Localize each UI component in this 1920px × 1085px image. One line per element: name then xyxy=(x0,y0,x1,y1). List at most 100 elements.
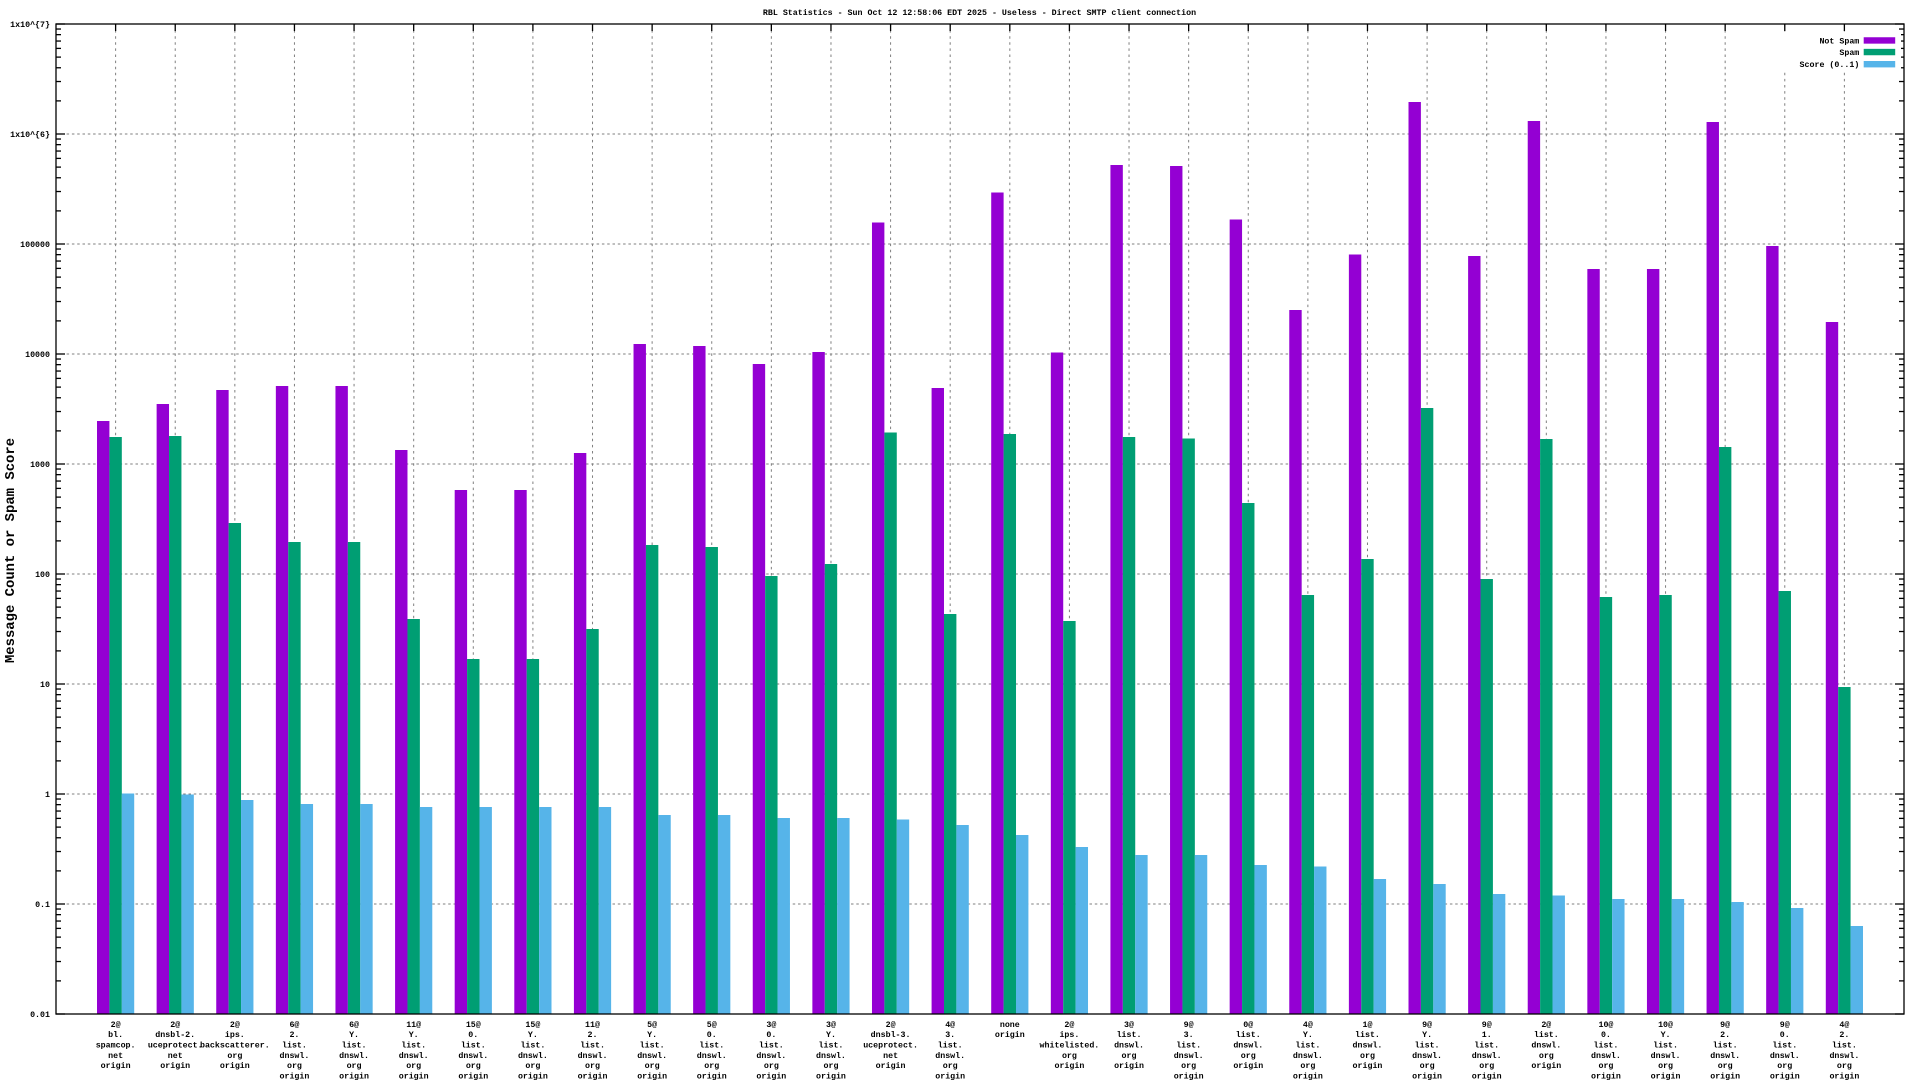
svg-text:3@: 3@ xyxy=(1124,1020,1134,1030)
svg-text:dnswl.: dnswl. xyxy=(1531,1041,1561,1051)
svg-text:dnswl.: dnswl. xyxy=(756,1051,786,1061)
svg-text:Y.: Y. xyxy=(826,1031,836,1040)
svg-text:11@: 11@ xyxy=(406,1020,421,1030)
svg-text:list.: list. xyxy=(401,1041,426,1051)
svg-text:0.: 0. xyxy=(707,1031,717,1040)
svg-text:1x10^{7}: 1x10^{7} xyxy=(10,20,50,30)
svg-text:net: net xyxy=(168,1052,183,1061)
svg-text:origin: origin xyxy=(1591,1072,1621,1080)
svg-text:10@: 10@ xyxy=(1658,1020,1673,1030)
svg-text:2@: 2@ xyxy=(1064,1020,1074,1030)
svg-text:origin: origin xyxy=(935,1072,965,1080)
svg-text:dnswl.: dnswl. xyxy=(935,1051,965,1061)
svg-text:list.: list. xyxy=(699,1041,724,1051)
svg-text:org: org xyxy=(1300,1062,1315,1071)
svg-text:list.: list. xyxy=(819,1041,844,1051)
svg-text:2.: 2. xyxy=(289,1031,299,1040)
svg-text:dnswl.: dnswl. xyxy=(578,1051,608,1061)
svg-text:Y.: Y. xyxy=(1422,1031,1432,1040)
svg-text:origin: origin xyxy=(1233,1061,1263,1071)
svg-text:1: 1 xyxy=(45,791,50,800)
svg-text:9@: 9@ xyxy=(1184,1020,1194,1030)
svg-text:dnswl.: dnswl. xyxy=(1353,1041,1383,1051)
svg-text:org: org xyxy=(645,1062,660,1071)
svg-text:dnswl.: dnswl. xyxy=(1591,1051,1621,1061)
svg-text:uceprotect.: uceprotect. xyxy=(148,1042,203,1051)
svg-text:list.: list. xyxy=(1653,1041,1678,1051)
svg-text:origin: origin xyxy=(1054,1061,1084,1071)
svg-text:2@: 2@ xyxy=(230,1020,240,1030)
svg-text:dnswl.: dnswl. xyxy=(1829,1051,1859,1061)
svg-text:dnswl.: dnswl. xyxy=(1293,1051,1323,1061)
svg-text:1000: 1000 xyxy=(30,461,50,470)
svg-text:org: org xyxy=(1420,1062,1435,1071)
svg-text:org: org xyxy=(1360,1052,1375,1061)
svg-text:dnswl.: dnswl. xyxy=(1651,1051,1681,1061)
svg-text:org: org xyxy=(824,1062,839,1071)
svg-text:backscatterer.: backscatterer. xyxy=(200,1041,270,1051)
svg-text:list.: list. xyxy=(1295,1041,1320,1051)
svg-text:9@: 9@ xyxy=(1422,1020,1432,1030)
svg-text:origin: origin xyxy=(1412,1072,1442,1080)
svg-text:list.: list. xyxy=(1593,1041,1618,1051)
svg-text:0.: 0. xyxy=(1601,1031,1611,1040)
svg-text:origin: origin xyxy=(756,1072,786,1080)
svg-text:origin: origin xyxy=(1114,1061,1144,1071)
svg-text:2@: 2@ xyxy=(1541,1020,1551,1030)
svg-text:origin: origin xyxy=(637,1072,667,1080)
svg-text:0@: 0@ xyxy=(1243,1020,1253,1030)
svg-text:1@: 1@ xyxy=(1362,1020,1372,1030)
svg-text:list.: list. xyxy=(342,1041,367,1051)
svg-text:6@: 6@ xyxy=(289,1020,299,1030)
svg-text:Y.: Y. xyxy=(349,1031,359,1040)
svg-text:list.: list. xyxy=(759,1041,784,1051)
svg-text:4@: 4@ xyxy=(1839,1020,1849,1030)
svg-text:origin: origin xyxy=(1531,1061,1561,1071)
svg-text:3.: 3. xyxy=(1184,1031,1194,1040)
svg-text:origin: origin xyxy=(399,1072,429,1080)
svg-text:list.: list. xyxy=(1534,1030,1559,1040)
svg-text:none: none xyxy=(1000,1021,1020,1030)
svg-text:0.: 0. xyxy=(766,1031,776,1040)
svg-text:3.: 3. xyxy=(945,1031,955,1040)
svg-text:org: org xyxy=(1539,1052,1554,1061)
svg-text:list.: list. xyxy=(580,1041,605,1051)
svg-text:ips.: ips. xyxy=(225,1030,245,1040)
svg-text:2@: 2@ xyxy=(170,1020,180,1030)
svg-text:100000: 100000 xyxy=(20,241,50,250)
svg-text:dnswl.: dnswl. xyxy=(458,1051,488,1061)
svg-text:org: org xyxy=(1777,1062,1792,1071)
svg-text:spamcop.: spamcop. xyxy=(96,1042,136,1051)
svg-text:10: 10 xyxy=(40,681,50,690)
svg-text:org: org xyxy=(1181,1062,1196,1071)
svg-text:RBL Statistics - Sun Oct 12 12: RBL Statistics - Sun Oct 12 12:58:06 EDT… xyxy=(763,8,1196,18)
svg-text:100: 100 xyxy=(35,571,50,580)
svg-text:dnswl.: dnswl. xyxy=(697,1051,727,1061)
svg-text:origin: origin xyxy=(1829,1072,1859,1080)
svg-text:0.1: 0.1 xyxy=(35,901,50,910)
svg-text:Not Spam: Not Spam xyxy=(1819,37,1859,46)
svg-text:Score (0..1): Score (0..1) xyxy=(1800,60,1860,70)
svg-text:bl.: bl. xyxy=(108,1030,123,1040)
svg-text:4@: 4@ xyxy=(1303,1020,1313,1030)
svg-text:list.: list. xyxy=(1176,1041,1201,1051)
svg-text:dnswl.: dnswl. xyxy=(1114,1041,1144,1051)
svg-text:Y.: Y. xyxy=(528,1031,538,1040)
svg-text:origin: origin xyxy=(1174,1072,1204,1080)
svg-text:uceprotect.: uceprotect. xyxy=(863,1042,918,1051)
svg-text:dnswl.: dnswl. xyxy=(1412,1051,1442,1061)
svg-text:net: net xyxy=(108,1052,123,1061)
svg-text:origin: origin xyxy=(220,1061,250,1071)
svg-text:org: org xyxy=(1658,1062,1673,1071)
svg-text:3@: 3@ xyxy=(766,1020,776,1030)
svg-text:1x10^{6}: 1x10^{6} xyxy=(10,130,50,140)
svg-text:org: org xyxy=(406,1062,421,1071)
svg-text:Y.: Y. xyxy=(1661,1031,1671,1040)
svg-text:org: org xyxy=(764,1062,779,1071)
svg-text:origin: origin xyxy=(1353,1061,1383,1071)
svg-text:list.: list. xyxy=(1713,1041,1738,1051)
svg-text:Y.: Y. xyxy=(1303,1031,1313,1040)
svg-text:origin: origin xyxy=(697,1072,727,1080)
svg-text:org: org xyxy=(347,1062,362,1071)
svg-text:whitelisted.: whitelisted. xyxy=(1040,1041,1100,1051)
